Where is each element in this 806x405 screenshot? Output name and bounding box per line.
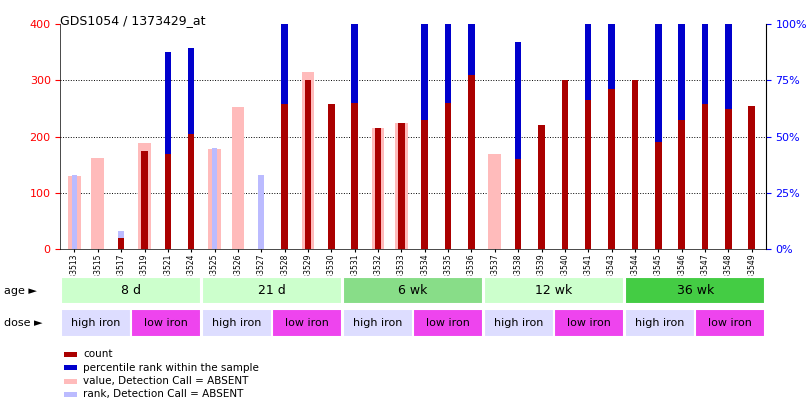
Bar bbox=[68, 176, 81, 249]
Bar bbox=[445, 103, 451, 249]
Text: high iron: high iron bbox=[494, 318, 543, 328]
Bar bbox=[60, 309, 131, 337]
Bar bbox=[188, 134, 194, 249]
Text: age ►: age ► bbox=[4, 286, 37, 296]
Bar bbox=[372, 128, 384, 249]
Bar bbox=[343, 309, 413, 337]
Bar bbox=[679, 120, 685, 249]
Bar bbox=[281, 104, 288, 249]
Bar bbox=[609, 89, 615, 249]
Text: low iron: low iron bbox=[144, 318, 188, 328]
Text: dose ►: dose ► bbox=[4, 318, 43, 328]
Bar bbox=[725, 109, 732, 249]
Bar bbox=[272, 309, 343, 337]
Bar bbox=[413, 309, 484, 337]
Bar bbox=[141, 151, 147, 249]
Text: high iron: high iron bbox=[635, 318, 684, 328]
Bar bbox=[281, 0, 288, 104]
Text: percentile rank within the sample: percentile rank within the sample bbox=[83, 363, 259, 373]
Bar bbox=[585, 100, 592, 249]
Bar bbox=[538, 126, 545, 249]
Bar bbox=[632, 81, 638, 249]
Bar bbox=[702, 0, 708, 104]
Bar bbox=[484, 277, 625, 304]
Bar bbox=[72, 175, 77, 249]
Bar bbox=[328, 104, 334, 249]
Bar bbox=[422, 0, 428, 120]
Bar bbox=[625, 309, 695, 337]
Bar bbox=[609, 0, 615, 89]
Bar bbox=[131, 309, 202, 337]
Bar bbox=[188, 49, 194, 134]
Bar bbox=[212, 148, 218, 249]
Bar bbox=[484, 309, 554, 337]
Bar bbox=[679, 0, 685, 120]
Text: high iron: high iron bbox=[71, 318, 120, 328]
Bar bbox=[343, 277, 484, 304]
Bar bbox=[301, 72, 314, 249]
Bar bbox=[515, 42, 521, 159]
Text: high iron: high iron bbox=[353, 318, 402, 328]
Bar bbox=[375, 128, 381, 249]
Text: low iron: low iron bbox=[567, 318, 611, 328]
Text: 36 wk: 36 wk bbox=[676, 284, 714, 297]
Bar bbox=[118, 238, 124, 249]
Bar bbox=[488, 153, 501, 249]
Bar bbox=[231, 107, 244, 249]
Text: 12 wk: 12 wk bbox=[535, 284, 573, 297]
Bar bbox=[422, 120, 428, 249]
Bar bbox=[351, 0, 358, 103]
Bar bbox=[468, 75, 475, 249]
Text: count: count bbox=[83, 350, 113, 359]
Bar bbox=[395, 123, 408, 249]
Bar bbox=[655, 142, 662, 249]
Bar bbox=[398, 123, 405, 249]
Text: low iron: low iron bbox=[426, 318, 470, 328]
Bar bbox=[91, 158, 104, 249]
Bar bbox=[118, 231, 124, 249]
Bar bbox=[515, 159, 521, 249]
Bar bbox=[749, 106, 755, 249]
Bar bbox=[585, 0, 592, 100]
Bar bbox=[696, 309, 766, 337]
Bar bbox=[60, 277, 201, 304]
Bar bbox=[202, 277, 343, 304]
Bar bbox=[208, 149, 221, 249]
Text: 21 d: 21 d bbox=[258, 284, 286, 297]
Bar bbox=[445, 0, 451, 103]
Bar bbox=[555, 309, 625, 337]
Text: 8 d: 8 d bbox=[121, 284, 141, 297]
Text: GDS1054 / 1373429_at: GDS1054 / 1373429_at bbox=[60, 14, 206, 27]
Bar bbox=[138, 143, 151, 249]
Bar bbox=[468, 0, 475, 75]
Bar bbox=[655, 12, 662, 142]
Text: low iron: low iron bbox=[285, 318, 329, 328]
Bar bbox=[164, 52, 171, 153]
Text: high iron: high iron bbox=[212, 318, 261, 328]
Bar bbox=[351, 103, 358, 249]
Bar bbox=[625, 277, 766, 304]
Text: value, Detection Call = ABSENT: value, Detection Call = ABSENT bbox=[83, 376, 248, 386]
Bar bbox=[259, 175, 264, 249]
Bar bbox=[202, 309, 272, 337]
Bar bbox=[164, 153, 171, 249]
Bar bbox=[305, 81, 311, 249]
Text: 6 wk: 6 wk bbox=[398, 284, 428, 297]
Bar bbox=[562, 81, 568, 249]
Text: rank, Detection Call = ABSENT: rank, Detection Call = ABSENT bbox=[83, 390, 243, 399]
Bar bbox=[725, 0, 732, 109]
Text: low iron: low iron bbox=[708, 318, 752, 328]
Bar bbox=[702, 104, 708, 249]
